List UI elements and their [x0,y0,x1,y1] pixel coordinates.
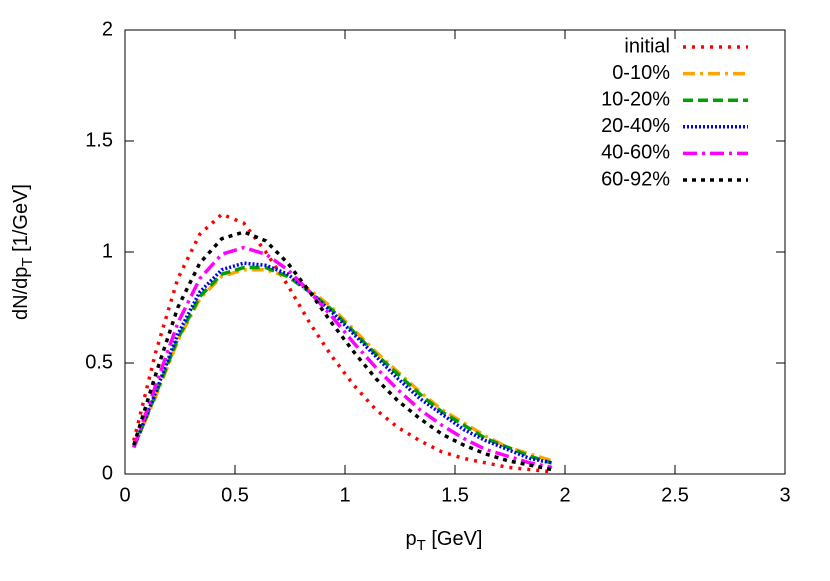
legend-label: 0-10% [612,62,670,84]
y-tick-label: 1.5 [85,129,113,151]
legend-label: 40-60% [601,142,670,164]
legend-label: initial [624,35,670,57]
y-tick-label: 1 [102,240,113,262]
data-line [132,230,553,472]
x-tick-label: 1 [339,484,350,506]
x-tick-label: 2 [559,484,570,506]
legend-label: 60-92% [601,168,670,190]
y-axis-label: dN/dpT [1/GeV] [10,184,36,320]
y-tick-label: 0.5 [85,351,113,373]
x-tick-label: 2.5 [661,484,689,506]
legend-label: 10-20% [601,88,670,110]
y-label-main: dN/dp [10,267,32,320]
x-axis-label: pT [GeV] [406,528,483,554]
y-tick-label: 2 [102,18,113,40]
x-tick-label: 0 [119,484,130,506]
data-line [132,265,553,465]
data-line [132,261,553,465]
x-label-rest: [GeV] [426,528,483,550]
x-tick-label: 0.5 [221,484,249,506]
y-label-sub: T [19,257,36,266]
legend-label: 20-40% [601,115,670,137]
x-label-sub: T [417,537,426,554]
x-tick-label: 1.5 [441,484,469,506]
x-label-main: p [406,528,417,550]
x-tick-label: 3 [779,484,790,506]
data-line [132,245,553,470]
y-label-rest: [1/GeV] [10,184,32,257]
y-tick-label: 0 [102,462,113,484]
data-line [132,212,552,474]
